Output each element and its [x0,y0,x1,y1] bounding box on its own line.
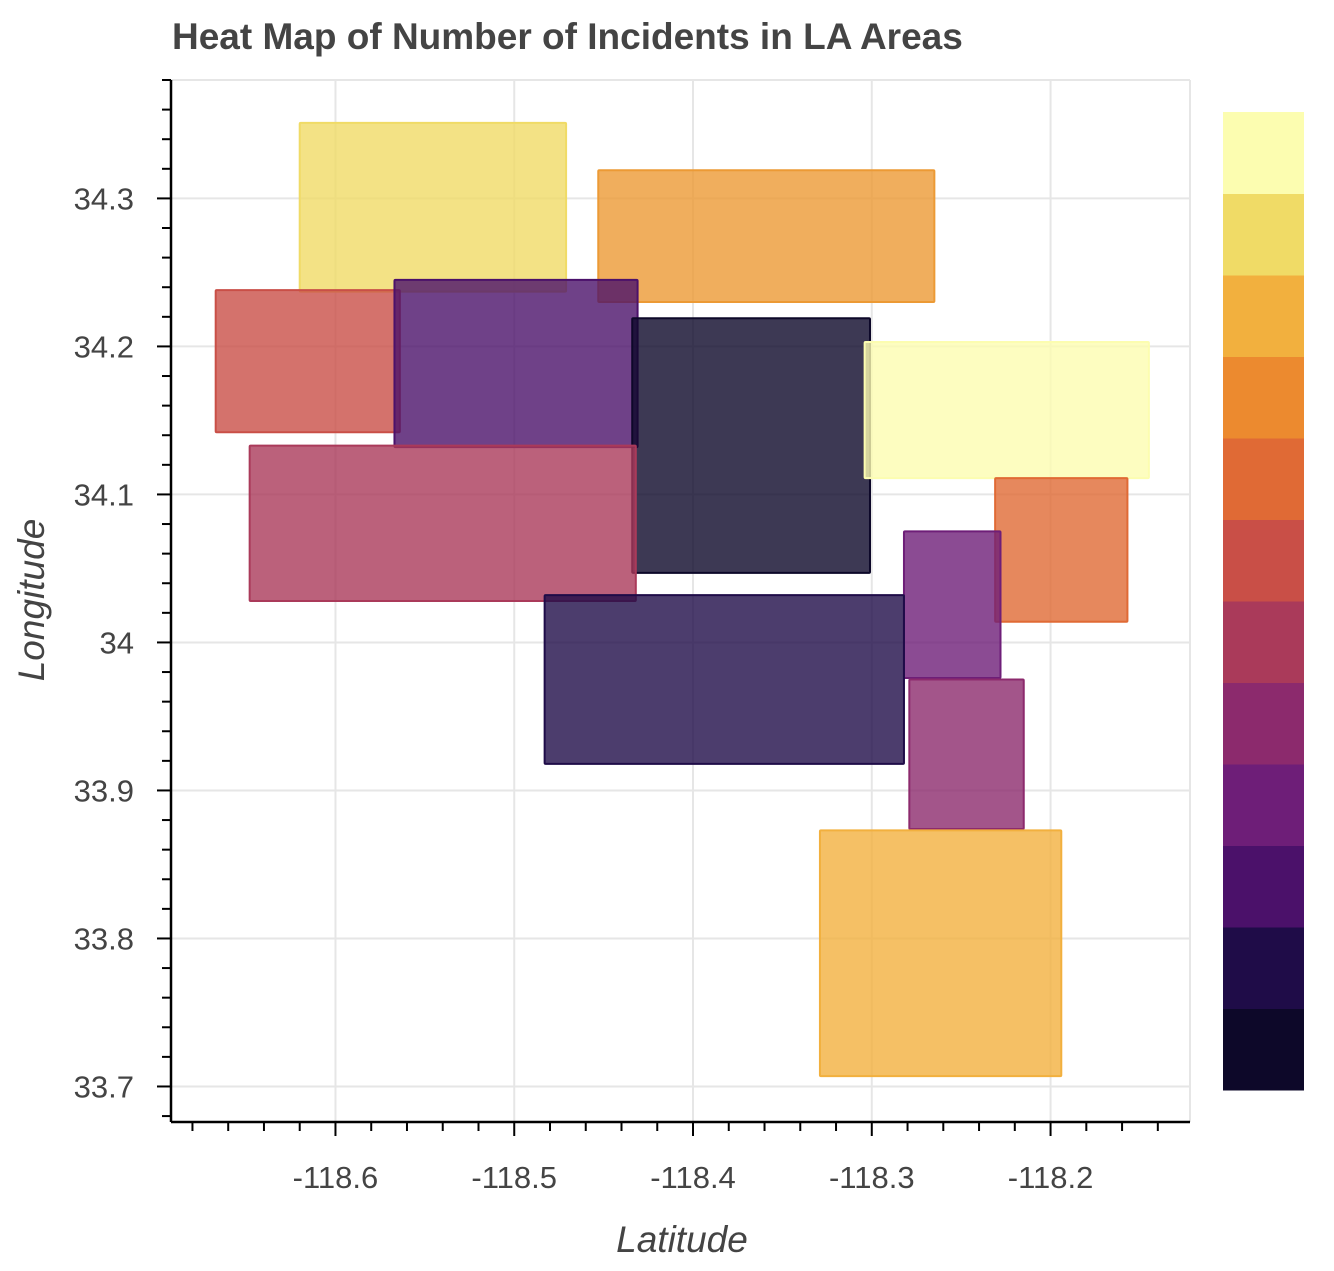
area-rect-8 [994,477,1129,623]
colorbar-segment [1223,927,1304,1009]
y-tick-label: 34.1 [74,477,134,512]
area-rect-1 [298,121,568,293]
colorbar-segment [1223,112,1304,194]
colorbar-segment [1223,356,1304,439]
x-tick-label: -118.4 [650,1160,736,1195]
area-rect-7 [248,444,637,602]
area-rect-2 [597,169,936,304]
area-rect-4 [393,278,639,449]
area-rect-9 [902,530,1002,679]
colorbar-segment [1223,682,1304,765]
colorbar-segment [1223,601,1304,683]
area-rect-11 [908,678,1025,830]
area-rect-6 [863,340,1150,480]
area-rect-12 [818,829,1063,1078]
colorbar-segment [1223,193,1304,276]
y-tick-label: 34.3 [74,181,134,216]
axes: -118.6 -118.5 -118.4 -118.3 -118.2 33.7 33.8 33… [74,79,1190,1195]
y-tick-label: 33.8 [74,921,134,956]
x-axis-title: Latitude [616,1219,748,1260]
y-tick-label: 34 [100,625,134,660]
x-tick-label: -118.5 [471,1160,557,1195]
colorbar-segment [1223,275,1304,357]
area-rect-10 [543,594,905,765]
y-axis-title: Longitude [11,519,52,682]
colorbar-segment [1223,845,1304,928]
y-tick-label: 33.9 [74,773,134,808]
area-rect-5 [631,317,871,574]
colorbar-segment [1223,764,1304,846]
y-tick-label: 34.2 [74,329,134,364]
area-rect-3 [214,289,401,434]
x-tick-label: -118.2 [1008,1160,1094,1195]
x-tick-label: -118.3 [829,1160,915,1195]
colorbar-segment [1223,438,1304,520]
area-rects [214,121,1150,1078]
x-tick-label: -118.6 [293,1160,379,1195]
colorbar-segment [1223,1008,1304,1091]
y-tick-label: 33.7 [74,1069,134,1104]
chart-title: Heat Map of Number of Incidents in LA Ar… [172,16,963,57]
colorbar [1223,112,1304,1091]
colorbar-segment [1223,519,1304,602]
